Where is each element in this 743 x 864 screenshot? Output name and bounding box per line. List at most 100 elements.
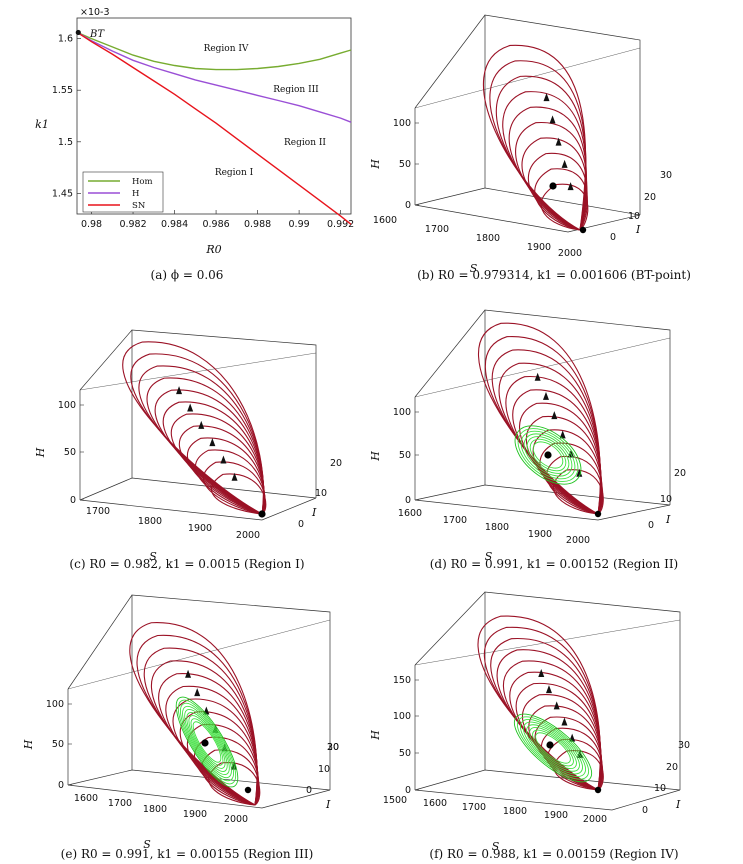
limit-cycle xyxy=(529,727,577,769)
s-tick-label: 1700 xyxy=(443,515,467,526)
flow-arrow xyxy=(538,668,545,677)
h-tick-label: 150 xyxy=(393,675,411,686)
x-tick-label: 0.99 xyxy=(289,219,310,230)
x-tick-label: 0.992 xyxy=(327,219,354,230)
i-tick-label: 10 xyxy=(318,764,330,775)
axis-floor-front xyxy=(414,204,641,233)
s-axis-label: S xyxy=(470,262,478,275)
equilibrium-point xyxy=(549,182,557,190)
panel-a-series xyxy=(75,29,352,225)
s-tick-label: 1900 xyxy=(527,242,551,253)
i-tick-label: 0 xyxy=(610,232,616,243)
panel-a-bifurcation-plot: 0.98 0.982 0.984 0.986 0.988 0.99 0.992 1.451.… xyxy=(35,7,354,256)
caption-c: (c) R0 = 0.982, k1 = 0.0015 (Region I) xyxy=(69,557,304,571)
series-h-line xyxy=(76,31,352,123)
h-axis-label: H xyxy=(22,739,35,750)
h-axis-label: H xyxy=(34,447,47,458)
h-tick-label: 50 xyxy=(399,748,411,759)
flow-arrow xyxy=(555,137,562,146)
axis-left-wall xyxy=(414,14,486,109)
s-tick-label: 1600 xyxy=(398,508,422,519)
h-tick-label: 100 xyxy=(58,400,76,411)
h-tick-label: 0 xyxy=(405,785,411,796)
trajectory-orbit xyxy=(490,638,602,791)
flow-arrow xyxy=(561,717,568,726)
s-axis-label: S xyxy=(143,838,151,851)
flow-arrow xyxy=(543,93,550,102)
limit-cycle xyxy=(514,713,592,783)
y-tick-label: 1.45 xyxy=(52,188,73,199)
s-tick-label: 1700 xyxy=(425,224,449,235)
y-tick-label: 1.5 xyxy=(58,137,73,148)
i-tick-label: 30 xyxy=(327,742,339,753)
i-axis-label: I xyxy=(311,506,317,519)
h-tick-label: 100 xyxy=(393,711,411,722)
panel-c-phase-portrait: 0 50 100 1700 1800 1900 2000 0 10 20 S I H xyxy=(34,329,342,563)
h-tick-label: 100 xyxy=(393,407,411,418)
legend-label-hom: Hom xyxy=(132,177,153,187)
s-tick-label: 1500 xyxy=(383,795,407,806)
trajectory-orbit xyxy=(521,137,588,231)
flow-arrow xyxy=(545,685,552,694)
legend-label-h: H xyxy=(132,189,139,199)
axis-left-wall xyxy=(67,594,133,690)
limit-cycle xyxy=(188,715,226,769)
panel-a-region-ii: Region II xyxy=(284,138,326,148)
i-tick-label: 20 xyxy=(330,458,342,469)
s-tick-label: 1600 xyxy=(74,793,98,804)
h-tick-label: 100 xyxy=(393,118,411,129)
limit-cycle xyxy=(177,699,237,785)
i-tick-label: 0 xyxy=(306,785,312,796)
flow-arrow xyxy=(559,430,566,439)
axis-back-wall xyxy=(484,309,671,505)
panel-f-phase-portrait: 0 50 100 150 1500 1600 1700 1800 1900 2000 0 102030… xyxy=(369,591,690,853)
flow-arrow xyxy=(576,468,583,477)
panel-a-legend: Hom H SN xyxy=(82,171,164,213)
trajectory-orbit xyxy=(162,401,265,515)
h-tick-label: 50 xyxy=(64,447,76,458)
i-tick-label: 20 xyxy=(674,468,686,479)
i-tick-label: 0 xyxy=(642,805,648,816)
limit-cycle xyxy=(184,708,230,776)
axis-top-diag xyxy=(414,47,641,109)
panel-a-exponent-label: ×10-3 xyxy=(80,7,110,18)
axis-back-wall xyxy=(131,594,331,790)
trajectory-orbit xyxy=(146,377,265,515)
axis-floor-front xyxy=(79,497,317,521)
i-axis-label: I xyxy=(675,798,681,811)
axis-floor-back xyxy=(414,484,671,506)
h-tick-label: 50 xyxy=(399,159,411,170)
limit-cycle xyxy=(182,705,232,779)
h-tick-label: 50 xyxy=(399,450,411,461)
h-axis-label: H xyxy=(369,451,382,462)
equilibrium-point xyxy=(546,741,554,749)
equilibrium-point xyxy=(544,451,552,459)
caption-a: (a) ϕ = 0.06 xyxy=(151,268,224,282)
panel-a-xlabel: R0 xyxy=(205,243,221,256)
s-axis-label: S xyxy=(149,550,157,563)
s-tick-label: 2000 xyxy=(583,814,607,825)
s-tick-label: 1900 xyxy=(188,523,212,534)
s-tick-label: 1900 xyxy=(528,529,552,540)
axis-top-diag xyxy=(414,619,681,666)
i-tick-label: 20 xyxy=(644,192,656,203)
legend-label-sn: SN xyxy=(132,201,146,211)
axis-floor-back xyxy=(79,477,317,501)
limit-cycle xyxy=(526,724,580,772)
s-tick-label: 1600 xyxy=(373,215,397,226)
limit-cycle xyxy=(532,441,564,469)
flow-arrow xyxy=(185,669,192,678)
axis-back-wall xyxy=(484,591,681,790)
s-tick-label: 1900 xyxy=(183,809,207,820)
x-tick-label: 0.986 xyxy=(202,219,229,230)
trajectory-orbit xyxy=(498,362,602,515)
s-axis-label: S xyxy=(492,840,500,853)
flow-arrow xyxy=(561,159,568,168)
series-hom-line xyxy=(77,31,352,71)
panel-a-region-i: Region I xyxy=(215,168,254,178)
flow-arrow xyxy=(534,372,541,381)
axis-left-wall xyxy=(414,309,486,398)
flow-arrow xyxy=(187,403,194,412)
axis-floor-back xyxy=(67,769,331,791)
limit-cycle xyxy=(517,716,589,780)
